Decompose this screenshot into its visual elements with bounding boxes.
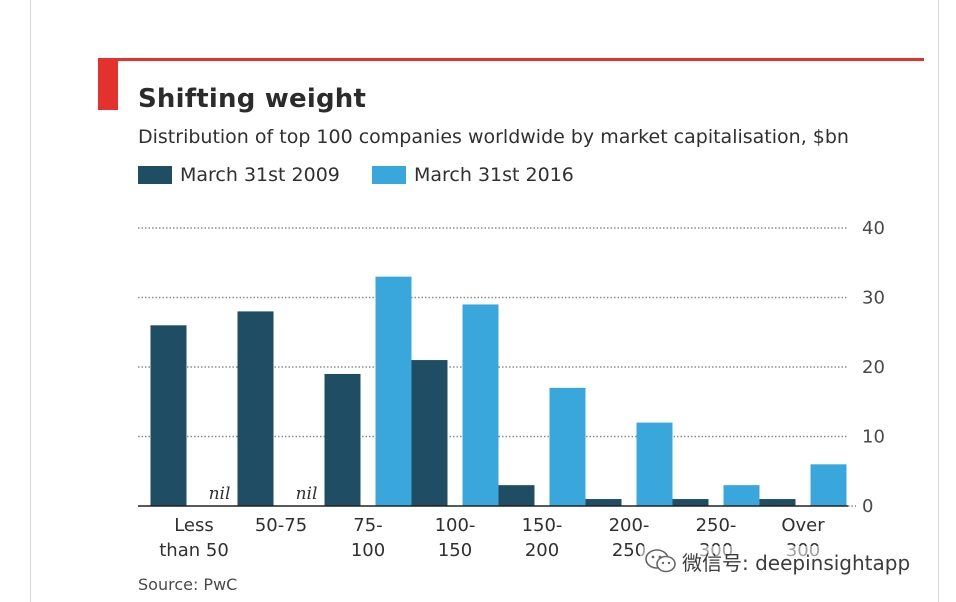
bar-2016: [375, 276, 412, 506]
watermark-text: 微信号: deepinsightapp: [682, 550, 911, 575]
legend-item-2009: March 31st 2009: [138, 162, 340, 188]
nil-annotation: nil: [296, 484, 318, 504]
x-tick-label: 75-: [353, 515, 382, 536]
bar-2016: [723, 485, 760, 506]
x-tick-label: 100: [351, 540, 385, 561]
watermark: 微信号: deepinsightapp: [640, 546, 915, 576]
legend-label-2016: March 31st 2016: [414, 164, 574, 186]
header-accent-rule: [98, 58, 924, 61]
bar-2009: [411, 360, 448, 506]
x-tick-label: 50-75: [255, 515, 307, 536]
y-tick-label: 30: [862, 288, 885, 309]
source-note: Source: PwC: [138, 575, 238, 594]
x-tick-label: 100-: [435, 515, 476, 536]
x-tick-label: 250: [612, 540, 646, 561]
legend-swatch-2009: [138, 166, 172, 184]
x-tick-label: 250-: [696, 515, 737, 536]
bar-2016: [636, 422, 673, 506]
legend-swatch-2016: [372, 166, 406, 184]
x-tick-label: 150-: [522, 515, 563, 536]
legend-item-2016: March 31st 2016: [372, 162, 574, 188]
bar-2009: [585, 499, 622, 506]
bar-2009: [759, 499, 796, 506]
x-tick-label: 200-: [609, 515, 650, 536]
bar-2016: [810, 464, 847, 506]
frame-edge-right: [938, 0, 939, 602]
frame-edge-left: [30, 0, 31, 602]
header-accent-block: [98, 58, 118, 110]
bar-2016: [549, 387, 586, 506]
y-tick-label: 20: [862, 357, 885, 378]
bar-2009: [498, 485, 535, 506]
wechat-icon: [645, 549, 676, 573]
nil-annotation: nil: [209, 484, 231, 504]
x-tick-label: Over: [781, 515, 825, 536]
legend-label-2009: March 31st 2009: [180, 164, 340, 186]
x-tick-label: Less: [174, 515, 214, 536]
y-tick-label: 0: [862, 496, 873, 517]
chart-subtitle: Distribution of top 100 companies worldw…: [138, 126, 849, 148]
bar-2009: [324, 373, 361, 506]
bar-2009: [150, 325, 187, 506]
bar-2009: [672, 499, 709, 506]
x-tick-label: than 50: [159, 540, 229, 561]
chart-title: Shifting weight: [138, 84, 367, 114]
x-tick-label: 200: [525, 540, 559, 561]
y-tick-label: 40: [862, 218, 885, 239]
bar-2009: [237, 311, 274, 506]
x-tick-label: 150: [438, 540, 472, 561]
y-tick-label: 10: [862, 427, 885, 448]
bar-2016: [462, 304, 499, 506]
